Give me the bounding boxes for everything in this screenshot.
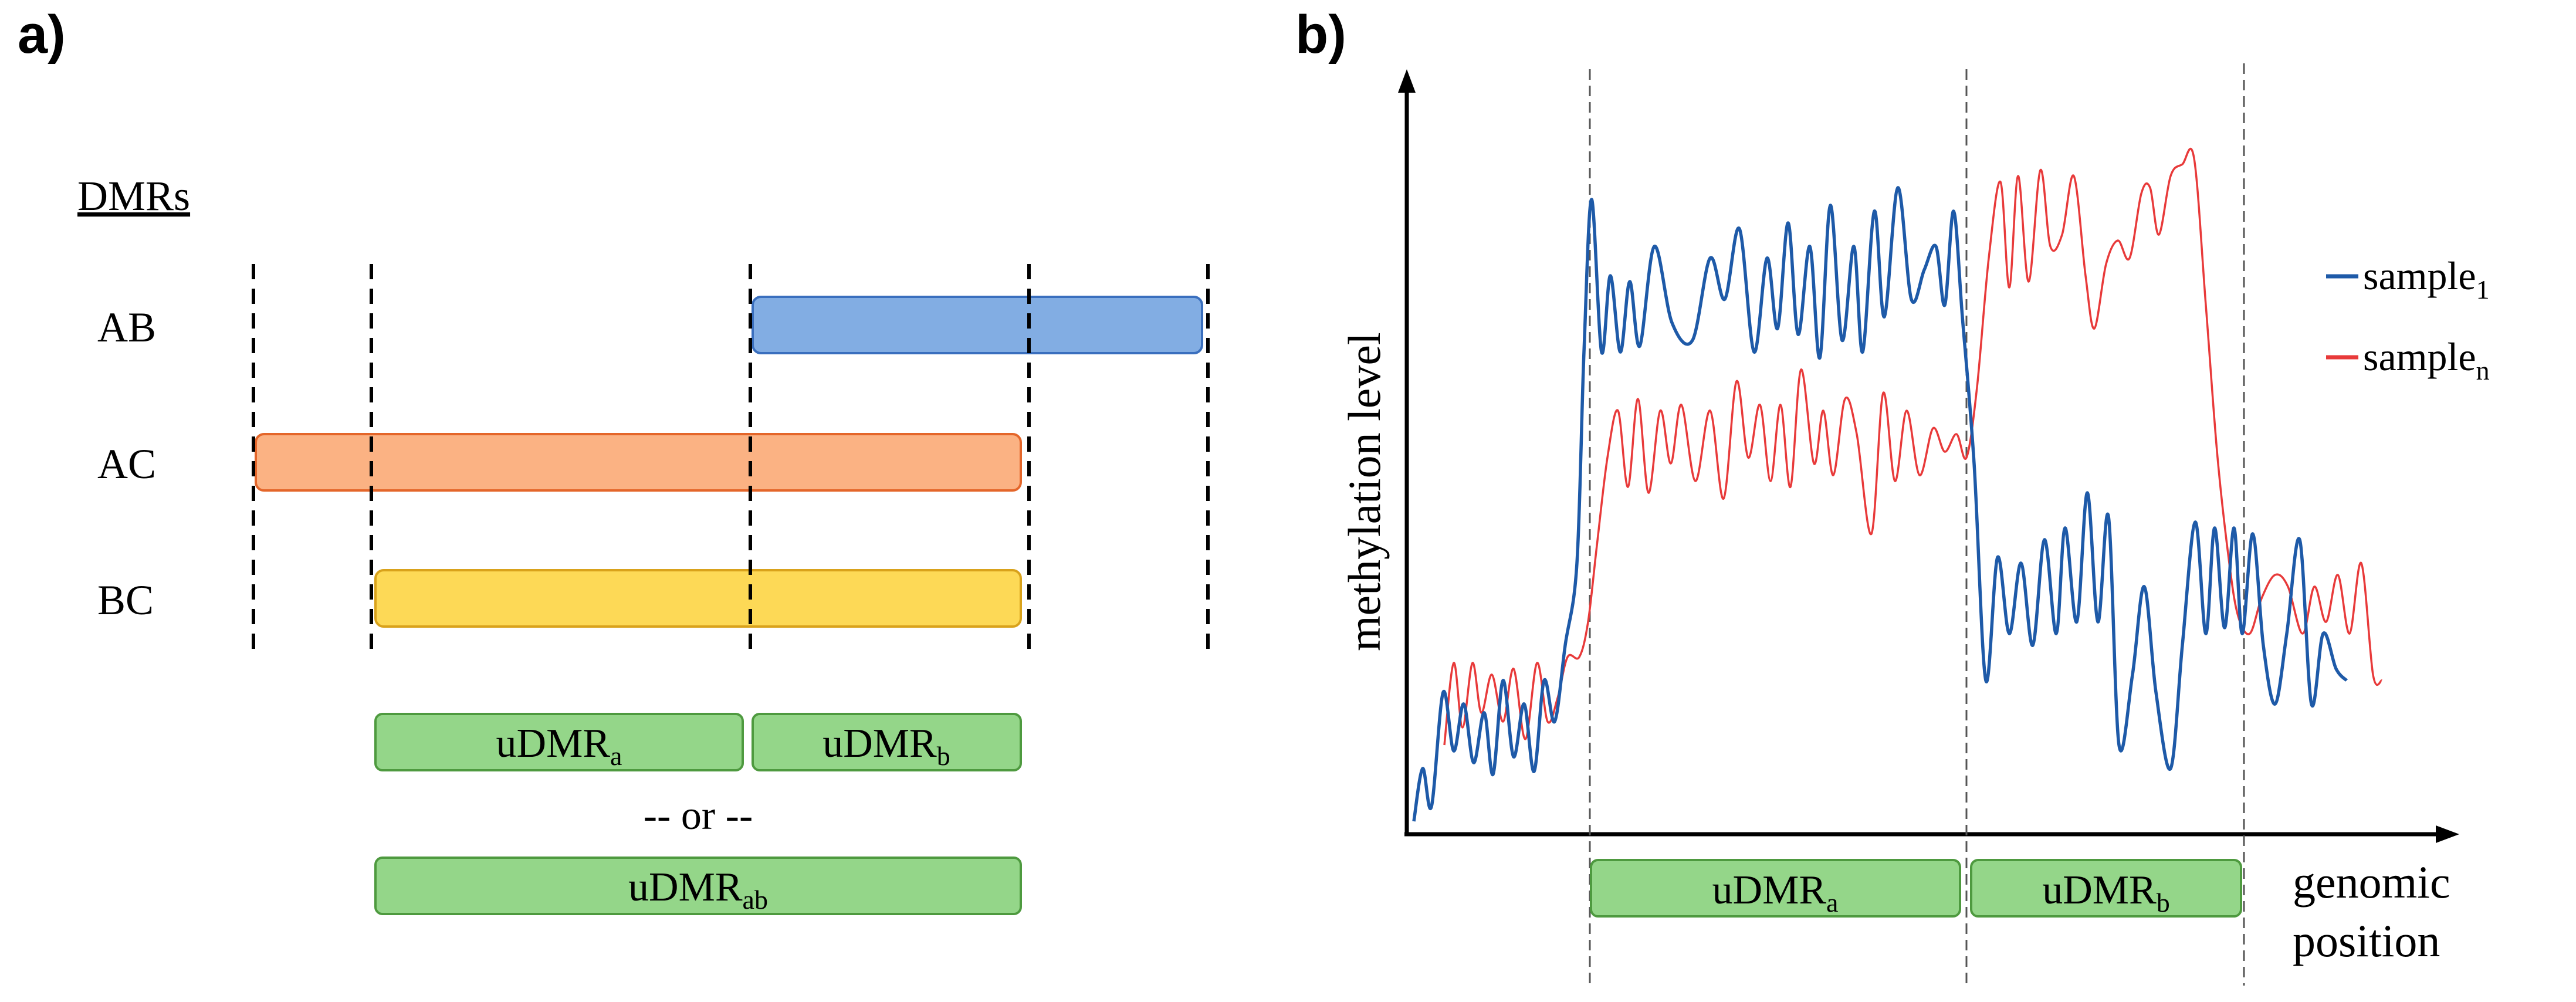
y-axis-label: methylation level: [1339, 332, 1390, 651]
udmr-a-box: [374, 713, 744, 771]
dmr-bar-ab: [752, 296, 1203, 354]
sample-n-curve: [1443, 147, 2383, 746]
legend-label-sample-n: samplen: [2363, 334, 2490, 385]
panel-a: a) DMRs AB AC BC uDMRa uDMRb -- or -- uD…: [18, 5, 1210, 915]
row-label-bc: BC: [97, 577, 154, 624]
udmr-ab-label: uDMRab: [628, 865, 768, 915]
udmr-a-box: [1590, 859, 1961, 918]
udmr-a-label: uDMRa: [1712, 868, 1839, 918]
udmr-b-label: uDMRb: [2042, 868, 2169, 918]
panel-b: b) methylation level genomic position sa…: [1295, 5, 2490, 986]
dmrs-header: DMRs: [77, 172, 190, 219]
udmr-b-box: [1970, 859, 2242, 918]
x-axis-arrowhead: [2436, 825, 2459, 843]
udmr-b-label: uDMRb: [822, 721, 950, 771]
row-label-ab: AB: [97, 304, 156, 351]
panel-b-label: b): [1295, 5, 1346, 65]
dmr-bar-ac: [255, 433, 1022, 492]
legend-label-sample-1: sample1: [2363, 253, 2490, 304]
dmr-bar-bc: [374, 569, 1022, 628]
udmr-a-label: uDMRa: [496, 721, 622, 771]
x-axis-label-line2: position: [2293, 915, 2440, 966]
y-axis-arrowhead: [1398, 69, 1416, 93]
x-axis-label-line1: genomic: [2293, 857, 2450, 908]
udmr-ab-box: [374, 857, 1022, 915]
panel-a-label: a): [18, 5, 66, 65]
row-label-ac: AC: [97, 441, 156, 488]
sample-1-curve: [1412, 186, 2348, 822]
or-separator: -- or --: [644, 793, 753, 838]
udmr-b-box: [752, 713, 1022, 771]
